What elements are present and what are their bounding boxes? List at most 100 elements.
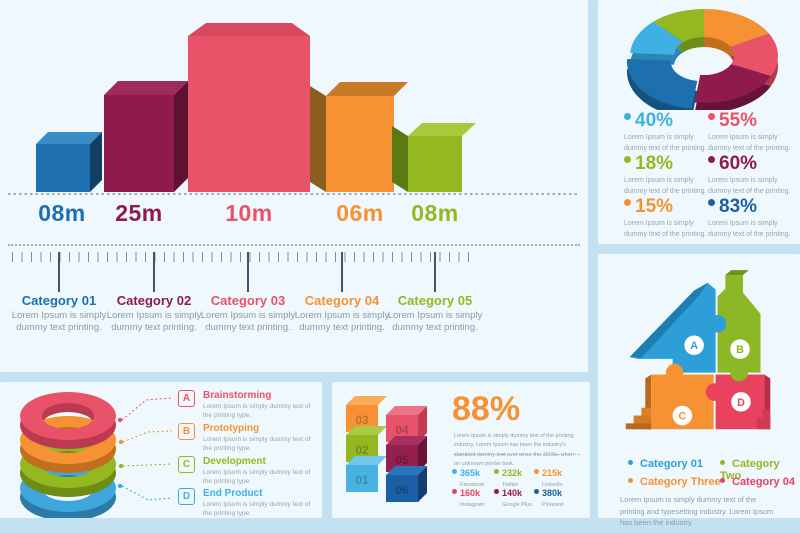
stat-dot xyxy=(452,469,457,474)
cube-number-06: 06 xyxy=(395,483,409,497)
cube-number-03: 03 xyxy=(355,413,369,427)
category-block-4: Category 04 Lorem Ipsum is simply dummy … xyxy=(290,293,394,335)
stat-value: 160k xyxy=(460,488,481,498)
stat-label: Google Plus xyxy=(502,502,532,508)
puzzle-letter-c: C xyxy=(679,410,687,422)
step-desc: Lorem Ipsum is simply dummy text of the … xyxy=(203,436,311,453)
legend-label: Category Three xyxy=(640,476,721,488)
ring-step-a: A Brainstorming Lorem Ipsum is simply du… xyxy=(178,390,316,420)
stat-dot xyxy=(494,489,499,494)
legend-dot xyxy=(624,199,631,206)
legend-desc: Lorem Ipsum is simply dummy text of the … xyxy=(708,220,791,238)
bar-value-3: 10m xyxy=(225,200,273,226)
legend-label: Category 01 xyxy=(640,458,703,470)
stat-value: 365k xyxy=(460,468,481,478)
stat-dot xyxy=(452,489,457,494)
stat-dot xyxy=(534,489,539,494)
bar-chart-graphic xyxy=(8,23,580,195)
house-puzzle-graphic: A B C D xyxy=(625,270,771,430)
legend-value: 40% xyxy=(635,110,674,131)
legend-value: 18% xyxy=(635,153,674,174)
ring-step-c: C Development Lorem Ipsum is simply dumm… xyxy=(178,456,316,486)
category-block-3: Category 03 Lorem Ipsum is simply dummy … xyxy=(196,293,300,335)
ruler-long-tick xyxy=(247,252,249,292)
stat-item: 160k Instagram xyxy=(452,483,494,508)
donut-legend-item: 15% Lorem Ipsum is simply dummy text of … xyxy=(624,196,708,240)
house-legend-item: Category 04 xyxy=(720,476,795,488)
stat-label: Facebook xyxy=(460,482,485,488)
category-desc: Lorem Ipsum is simply dummy text printin… xyxy=(11,310,107,334)
stat-label: Pinterest xyxy=(542,502,564,508)
legend-dot xyxy=(708,113,715,120)
stat-value: 215k xyxy=(542,468,563,478)
legend-desc: Lorem Ipsum is simply dummy text of the … xyxy=(624,177,707,195)
category-desc: Lorem Ipsum is simply dummy text printin… xyxy=(294,310,390,334)
category-block-1: Category 01 Lorem Ipsum is simply dummy … xyxy=(7,293,111,335)
stat-label: Twitter xyxy=(502,482,519,488)
legend-dot xyxy=(720,460,725,465)
step-title: End Product xyxy=(203,488,263,499)
donut-chart-panel: 40% Lorem Ipsum is simply dummy text of … xyxy=(598,0,800,244)
cubes-graphic: 03 02 01 04 05 06 xyxy=(346,396,427,502)
legend-dot xyxy=(628,460,633,465)
stat-dot xyxy=(534,469,539,474)
cubes-stats-panel: 03 02 01 04 05 06 88% Lorem Ipsum is sim… xyxy=(332,382,590,518)
step-title: Brainstorming xyxy=(203,390,272,401)
donut-legend-item: 40% Lorem Ipsum is simply dummy text of … xyxy=(624,110,708,154)
stat-value: 380k xyxy=(542,488,563,498)
ruler-long-tick xyxy=(341,252,343,292)
legend-value: 15% xyxy=(635,196,674,217)
stat-label: Instagram xyxy=(460,502,485,508)
category-block-5: Category 05 Lorem Ipsum is simply dummy … xyxy=(383,293,487,335)
legend-desc: Lorem Ipsum is simply dummy text of the … xyxy=(708,134,791,152)
bar-value-4: 06m xyxy=(336,200,384,226)
cube-number-01: 01 xyxy=(355,473,369,487)
legend-dot xyxy=(720,478,725,483)
legend-desc: Lorem Ipsum is simply dummy text of the … xyxy=(624,220,707,238)
legend-dot xyxy=(708,199,715,206)
legend-dot xyxy=(624,113,631,120)
step-title: Prototyping xyxy=(203,423,260,434)
bar-value-2: 25m xyxy=(115,200,163,226)
bar-value-1: 08m xyxy=(38,200,86,226)
ruler-long-tick xyxy=(58,252,60,292)
ring-step-b: B Prototyping Lorem Ipsum is simply dumm… xyxy=(178,423,316,453)
stat-item: 140k Google Plus xyxy=(494,483,536,508)
category-desc: Lorem Ipsum is simply dummy text printin… xyxy=(387,310,483,334)
stat-dot xyxy=(494,469,499,474)
dotted-divider xyxy=(8,244,580,246)
donut-legend-item: 60% Lorem Ipsum is simply dummy text of … xyxy=(708,153,792,197)
cube-number-02: 02 xyxy=(355,443,369,457)
puzzle-letter-b: B xyxy=(736,344,744,356)
ruler-ticks xyxy=(12,252,474,262)
house-puzzle-panel: A B C D Category 01 Category Two Categor… xyxy=(598,254,800,527)
house-legend-item: Category Three xyxy=(628,476,721,488)
stat-item: 215k LinkedIn xyxy=(534,463,576,488)
bar-chart-panel: 08m 25m 10m 06m 08m Category 01 Lorem Ip… xyxy=(0,0,588,372)
house-paragraph: Lorem Ipsum is simply dummy text of the … xyxy=(620,495,774,528)
step-letter-box: D xyxy=(178,488,195,505)
legend-label: Category 04 xyxy=(732,476,795,488)
legend-dot xyxy=(708,156,715,163)
house-legend-item: Category 01 xyxy=(628,458,703,470)
category-title: Category 01 xyxy=(21,293,97,308)
ruler-long-tick xyxy=(434,252,436,292)
rings-graphic xyxy=(20,392,173,518)
legend-dot xyxy=(624,156,631,163)
bar-value-5: 08m xyxy=(411,200,459,226)
puzzle-letter-a: A xyxy=(690,340,698,352)
donut-legend-item: 55% Lorem Ipsum is simply dummy text of … xyxy=(708,110,792,154)
donut-legend-item: 83% Lorem Ipsum is simply dummy text of … xyxy=(708,196,792,240)
category-desc: Lorem Ipsum is simply dummy text printin… xyxy=(106,310,202,334)
category-title: Category 02 xyxy=(116,293,192,308)
legend-value: 60% xyxy=(719,153,758,174)
legend-dot xyxy=(628,478,633,483)
step-desc: Lorem Ipsum is simply dummy text of the … xyxy=(203,501,311,518)
stat-value: 232k xyxy=(502,468,523,478)
category-block-2: Category 02 Lorem Ipsum is simply dummy … xyxy=(102,293,206,335)
donut-legend-item: 18% Lorem Ipsum is simply dummy text of … xyxy=(624,153,708,197)
step-desc: Lorem Ipsum is simply dummy text of the … xyxy=(203,403,311,420)
rings-panel: A Brainstorming Lorem Ipsum is simply du… xyxy=(0,382,322,518)
donut-chart-graphic xyxy=(627,9,778,119)
